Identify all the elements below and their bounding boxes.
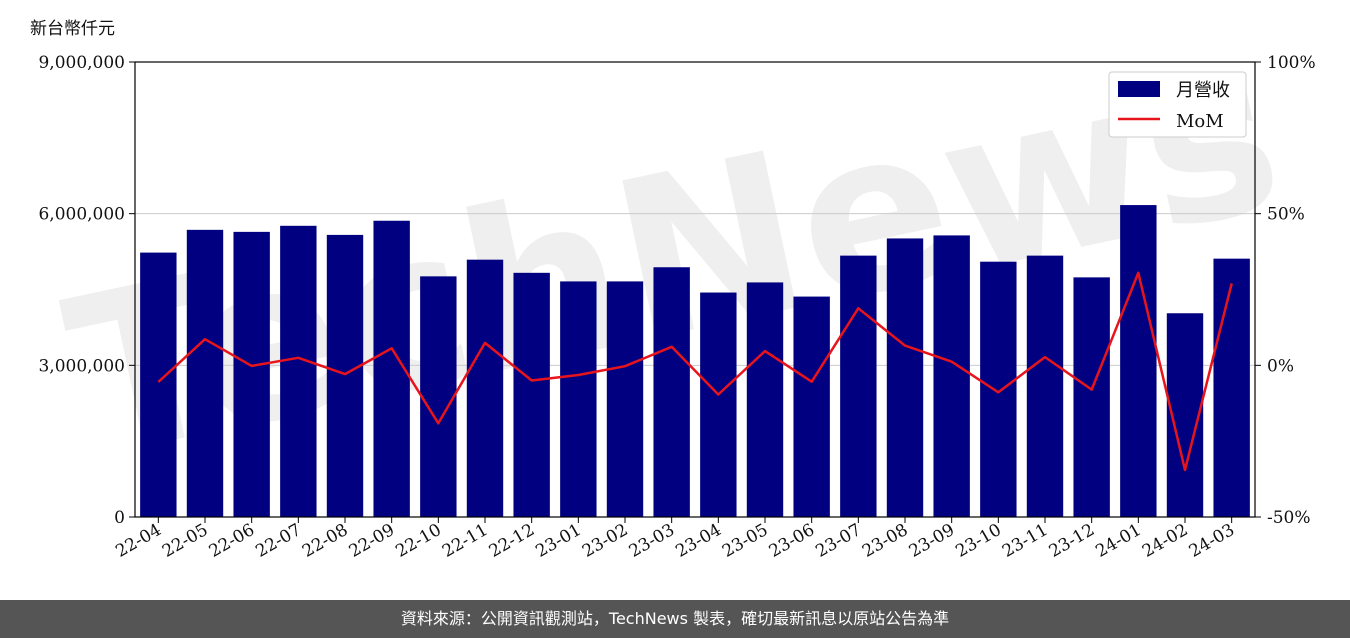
x-tick-label: 24-01 [1092,520,1144,562]
revenue-chart: TechNews 03,000,0006,000,0009,000,000-50… [38,3,1316,562]
x-tick-label: 22-11 [439,520,491,562]
y-left-tick-label: 9,000,000 [38,53,125,73]
y-left-tick-label: 3,000,000 [38,356,125,376]
y-right-tick-label: 100% [1267,53,1316,73]
source-footer: 資料來源：公開資訊觀測站，TechNews 製表，確切最新訊息以原站公告為準 [0,600,1350,638]
revenue-bar [1073,277,1110,517]
x-tick-label: 22-09 [346,520,398,562]
legend-label-mom: MoM [1176,111,1224,132]
revenue-bar [280,225,317,518]
revenue-bar [980,261,1017,517]
x-tick-label: 23-02 [579,520,631,562]
revenue-bar [840,255,877,517]
x-tick-label: 23-10 [952,520,1004,562]
x-tick-label: 22-07 [252,520,304,562]
revenue-bar [326,234,364,517]
revenue-bar [420,276,457,517]
x-tick-label: 23-08 [859,520,911,562]
y-axis-unit-label: 新台幣仟元 [30,19,115,39]
x-tick-label: 22-10 [392,520,444,562]
revenue-bar [233,231,270,517]
x-tick-label: 23-03 [626,520,678,562]
revenue-bar [1026,255,1064,517]
legend-label-revenue: 月營收 [1176,80,1230,101]
revenue-bar [466,259,504,517]
x-tick-label: 23-12 [1046,520,1098,562]
x-tick-label: 22-08 [299,520,351,562]
x-tick-label: 24-02 [1139,520,1191,562]
x-tick-label: 23-07 [812,520,864,562]
x-tick-label: 22-05 [159,520,211,562]
y-left-tick-label: 0 [114,508,125,528]
y-right-tick-label: 50% [1267,205,1305,225]
revenue-bar [606,281,644,517]
x-tick-label: 23-09 [906,520,958,562]
revenue-bar [140,252,177,517]
x-tick-label: 23-11 [999,520,1051,562]
legend-bar-swatch [1118,81,1160,97]
x-tick-label: 22-06 [206,520,258,562]
y-right-tick-label: 0% [1267,356,1294,376]
revenue-bar [513,272,550,517]
revenue-bar [793,296,830,517]
plot-frame [134,61,1256,518]
y-left-tick-label: 6,000,000 [38,205,125,225]
revenue-bar [560,281,597,517]
revenue-bar [746,282,784,517]
x-tick-label: 23-05 [719,520,771,562]
revenue-bar [1120,205,1157,518]
revenue-bar [700,292,737,517]
x-tick-label: 23-01 [532,520,584,562]
revenue-bar [186,229,224,517]
x-tick-label: 23-04 [672,520,724,562]
revenue-bar [933,235,970,517]
x-tick-label: 22-12 [486,520,538,562]
y-right-tick-label: -50% [1267,508,1311,528]
x-tick-label: 24-03 [1186,520,1238,562]
revenue-bar [653,267,690,517]
x-tick-label: 23-06 [766,520,818,562]
legend: 月營收 MoM [1108,71,1247,138]
mom-line [157,271,1233,472]
revenue-bar [886,238,924,517]
revenue-bar [1213,258,1250,517]
